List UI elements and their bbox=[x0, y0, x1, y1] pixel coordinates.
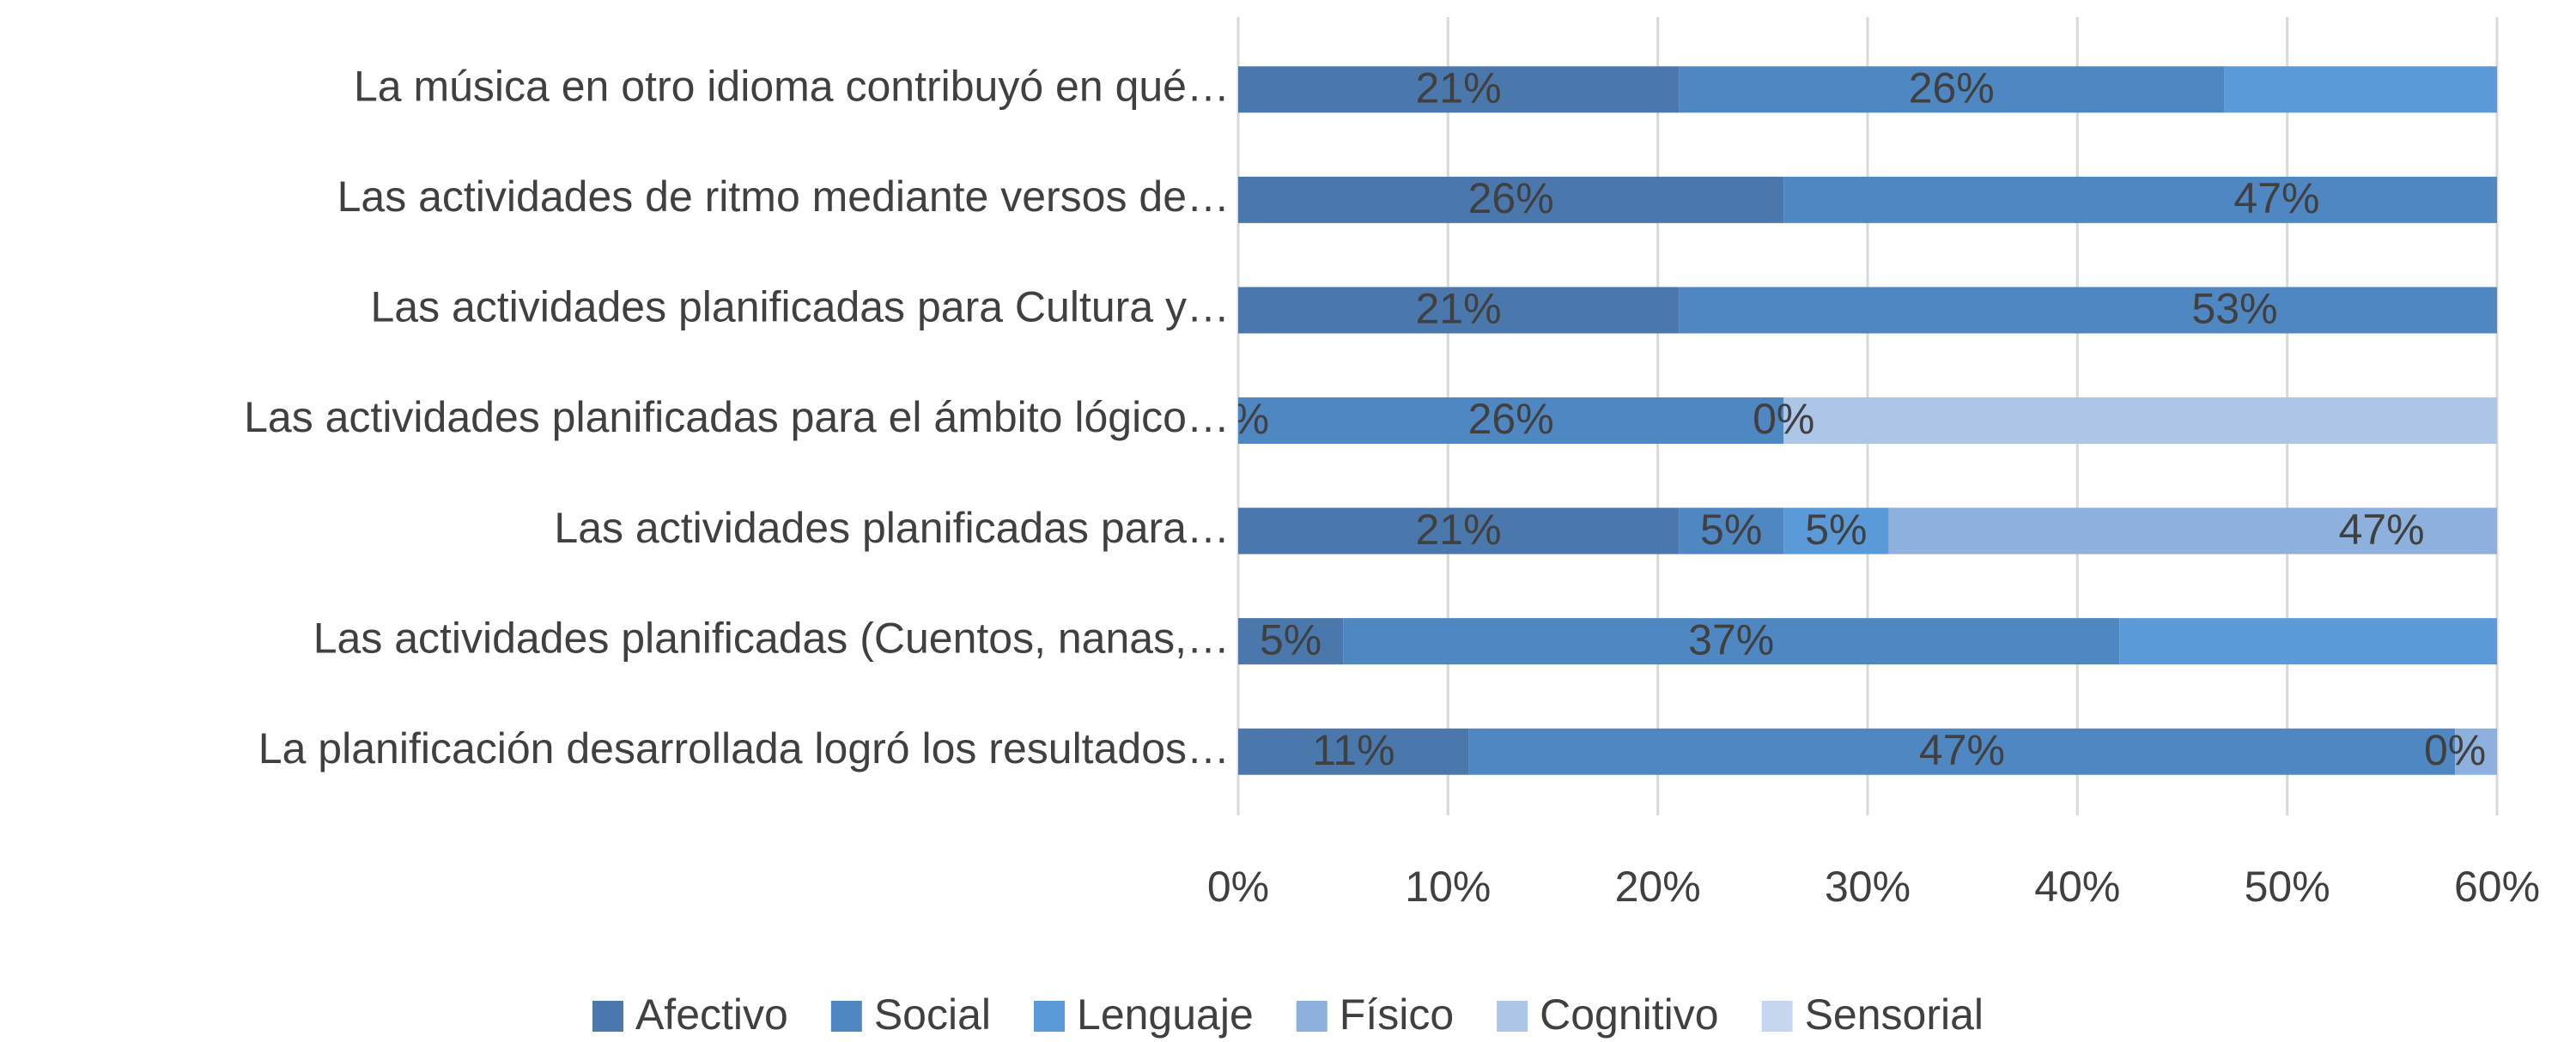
legend-label: Lenguaje bbox=[1077, 991, 1254, 1039]
bars bbox=[1238, 66, 2497, 775]
data-label: 21% bbox=[1416, 506, 1502, 554]
bar-segment bbox=[1238, 507, 1680, 554]
data-label: 21% bbox=[1416, 64, 1502, 112]
bar-segment bbox=[1679, 507, 1784, 554]
x-tick-label: 60% bbox=[2454, 863, 2540, 911]
data-label: 47% bbox=[2339, 506, 2425, 554]
data-labels: 21% 26% 26% 47% 21% 53% 0% 26% 0% 21% 5% 5% 47% 5% 37%… bbox=[1207, 64, 2486, 774]
bar-segment bbox=[1238, 176, 1784, 223]
legend-swatch bbox=[830, 1001, 862, 1032]
data-label: 11% bbox=[1312, 726, 1394, 774]
data-label: 0% bbox=[1207, 395, 1269, 443]
data-label: 0% bbox=[2424, 726, 2486, 774]
legend-swatch bbox=[1296, 1001, 1327, 1032]
legend-label: Social bbox=[874, 991, 991, 1039]
data-label: 26% bbox=[1909, 64, 1995, 112]
x-tick-label: 30% bbox=[1825, 863, 1911, 911]
bar-segment bbox=[1238, 728, 1469, 775]
legend-item: Físico bbox=[1296, 991, 1454, 1039]
data-label: 5% bbox=[1700, 506, 1762, 554]
bar-segment bbox=[1783, 397, 2497, 444]
data-label: 47% bbox=[2233, 174, 2319, 222]
data-label: 21% bbox=[1416, 285, 1502, 333]
bar-segment bbox=[2455, 728, 2497, 775]
data-label: 47% bbox=[1919, 726, 2005, 774]
data-label: 26% bbox=[1468, 174, 1554, 222]
bar-segment bbox=[1783, 176, 2497, 223]
axes: 0% 10% 20% 30% 40% 50% 60% La música en otro id… bbox=[244, 62, 2540, 1039]
bar-segment bbox=[1468, 728, 2456, 775]
data-label: 26% bbox=[1468, 395, 1554, 443]
y-tick-label: La música en otro idioma contribuyó en q… bbox=[354, 62, 1230, 110]
data-label: 53% bbox=[2192, 285, 2278, 333]
y-tick-label: Las actividades de ritmo mediante versos… bbox=[337, 173, 1230, 221]
legend-swatch bbox=[1034, 1001, 1066, 1032]
data-label: 0% bbox=[1753, 395, 1814, 443]
y-tick-label: Las actividades planificadas para… bbox=[554, 504, 1230, 552]
bar-segment bbox=[1888, 507, 2497, 554]
legend-item: Social bbox=[830, 991, 991, 1039]
data-label: 5% bbox=[1805, 506, 1867, 554]
legend-swatch bbox=[1497, 1001, 1528, 1032]
x-tick-label: 50% bbox=[2245, 863, 2330, 911]
y-tick-label: La planificación desarrollada logró los … bbox=[258, 724, 1230, 772]
bar-segment bbox=[1679, 287, 2497, 334]
legend-swatch bbox=[592, 1001, 623, 1032]
bar-segment bbox=[1238, 287, 1680, 334]
bar-segment bbox=[1238, 397, 1784, 444]
legend-label: Físico bbox=[1340, 991, 1454, 1039]
bar-segment bbox=[1679, 66, 2225, 113]
legend-swatch bbox=[1761, 1001, 1793, 1032]
y-tick-label: Las actividades planificadas (Cuentos, n… bbox=[313, 614, 1230, 662]
legend-label: Afectivo bbox=[635, 991, 788, 1039]
bar-segment bbox=[1783, 507, 1889, 554]
legend-item: Sensorial bbox=[1761, 991, 1984, 1039]
bar-segment bbox=[1343, 618, 2120, 665]
x-tick-label: 0% bbox=[1207, 863, 1269, 911]
bar-segment bbox=[1238, 618, 1344, 665]
legend-item: Lenguaje bbox=[1034, 991, 1254, 1039]
legend-item: Cognitivo bbox=[1497, 991, 1719, 1039]
x-tick-label: 10% bbox=[1405, 863, 1491, 911]
y-tick-label: Las actividades planificadas para Cultur… bbox=[370, 283, 1230, 331]
legend-label: Cognitivo bbox=[1540, 991, 1718, 1039]
bar-segment bbox=[1238, 66, 1680, 113]
x-tick-label: 20% bbox=[1615, 863, 1701, 911]
legend-item: Afectivo bbox=[592, 991, 788, 1039]
data-label: 5% bbox=[1260, 615, 1321, 663]
x-tick-label: 40% bbox=[2034, 863, 2120, 911]
y-tick-label: Las actividades planificadas para el ámb… bbox=[244, 393, 1230, 441]
legend-label: Sensorial bbox=[1805, 991, 1984, 1039]
data-label: 37% bbox=[1688, 615, 1774, 663]
bar-segment bbox=[2224, 66, 2497, 113]
bar-segment bbox=[2119, 618, 2497, 665]
legend: Afectivo Social Lenguaje Físico Cognitivo Sen… bbox=[592, 991, 1984, 1039]
